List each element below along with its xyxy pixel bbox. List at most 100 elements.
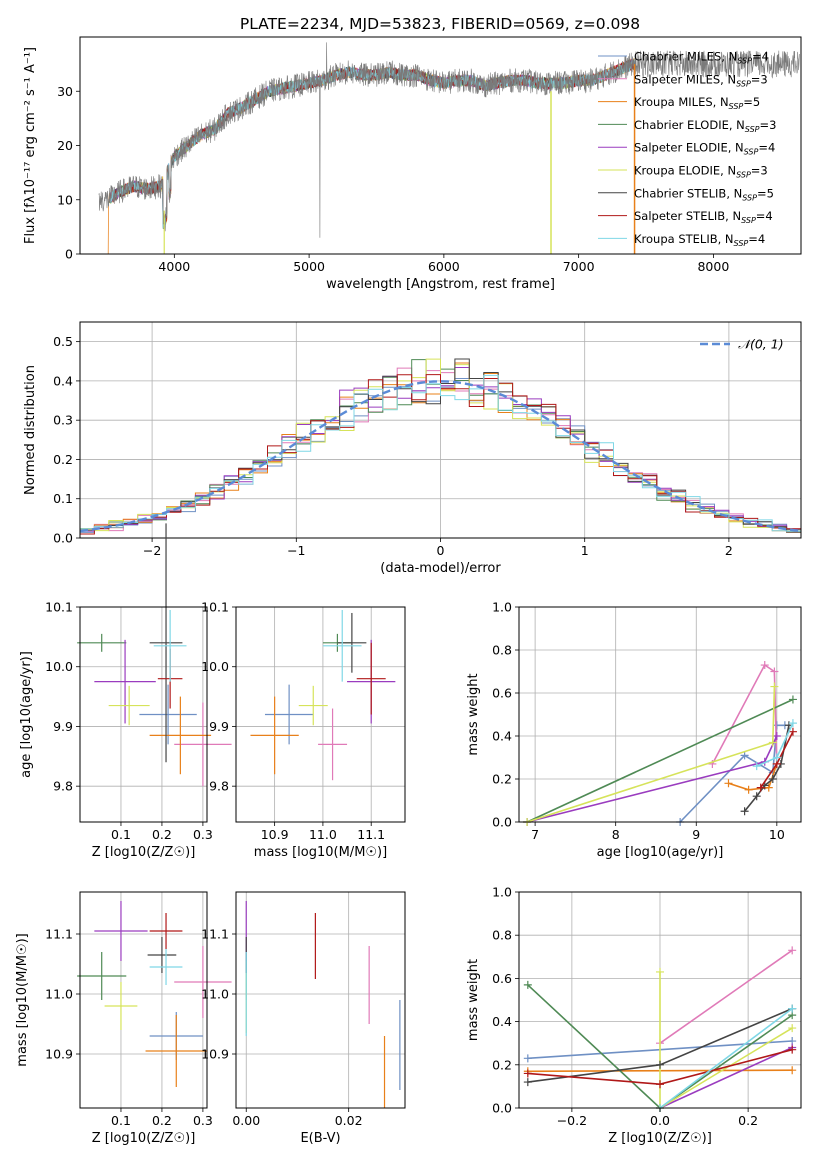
panel-mass-vs-metallicity: 0.1 0.2 0.3 10.9 11.0 11.1 Z [log10(Z/Z☉)] mass…: [15, 891, 232, 1146]
x-tick-label: 10: [769, 827, 785, 842]
data-point-errorbar: [104, 982, 138, 1030]
axes-frame: [79, 321, 802, 539]
data-point-errorbar: [149, 913, 183, 949]
y-tick-label: 0: [65, 247, 73, 262]
y-tick-label: 0.8: [492, 643, 512, 658]
x-tick-label: 9: [692, 827, 700, 842]
y-tick-label: 30: [57, 84, 73, 99]
axes-frame: [79, 891, 208, 1109]
mass-weight-marker: [770, 667, 779, 676]
y-tick-label: 20: [57, 138, 73, 153]
x-tick-label: 2: [725, 543, 733, 558]
y-tick-label: 0.0: [492, 1101, 512, 1116]
mass-weight-marker: [656, 967, 664, 976]
y-tick-label: 11.0: [45, 987, 73, 1002]
mass-weight-line: [526, 698, 794, 823]
mass-weight-marker: [523, 1069, 532, 1078]
x-tick-label: 0.3: [193, 827, 213, 842]
data-point-errorbar: [298, 685, 328, 726]
y-tick-label: 0.5: [53, 334, 73, 349]
plot-area: [245, 901, 401, 1108]
mass-weight-marker: [656, 1080, 664, 1089]
x-tick-label: 0.3: [193, 1113, 213, 1128]
y-tick-label: 10: [57, 192, 73, 207]
legend-subscript: SSP: [737, 57, 752, 66]
mass-weight-marker: [752, 792, 761, 801]
y-tick-label: 10.1: [201, 600, 229, 615]
x-axis-label: Z [log10(Z/Z☉)]: [608, 1131, 712, 1146]
y-tick-label: 0.4: [492, 729, 512, 744]
mass-weight-marker: [744, 785, 753, 794]
legend-nssp-value: =4: [756, 209, 773, 223]
residual-histograms: [80, 358, 801, 535]
y-tick-label: 11.0: [201, 987, 229, 1002]
data-point-errorbar: [94, 639, 156, 724]
mass-weight-marker: [656, 1060, 664, 1069]
mass-weight-marker: [788, 727, 797, 736]
mass-weight-marker: [764, 783, 773, 792]
x-tick-label: 8000: [697, 259, 729, 274]
data-point-errorbar: [77, 952, 127, 1000]
axes-frame: [79, 36, 802, 255]
mass-weight-marker: [788, 1066, 797, 1075]
legend-series-name: Chabrier STELIB, N: [634, 186, 742, 200]
panel-age-vs-mass: 10.9 11.0 11.1 9.8 9.9 10.0 10.1 mass [log10(M/…: [201, 600, 406, 860]
axes-frame: [518, 606, 802, 823]
data-point-errorbar: [356, 642, 386, 715]
legend-series-name: Salpeter STELIB, N: [634, 209, 741, 223]
legend-subscript: SSP: [742, 193, 757, 202]
plot-area: [523, 946, 797, 1112]
panel-spectrum: 4000 5000 6000 7000 8000 0 10 20 30 wavelength [A…: [23, 36, 802, 292]
mass-weight-marker: [788, 719, 797, 728]
normal-curve: [80, 380, 801, 533]
data-point-errorbar: [77, 633, 127, 652]
legend-series-name: Chabrier MILES, N: [634, 50, 737, 64]
mass-weight-line: [659, 1046, 793, 1109]
x-tick-label: 0.2: [152, 1113, 172, 1128]
axes-frame: [518, 891, 802, 1109]
legend-subscript: SSP: [734, 239, 749, 248]
mass-weight-line: [659, 949, 793, 1044]
legend-label: Chabrier ELODIE, NSSP=3: [634, 118, 776, 134]
mass-weight-marker: [768, 738, 777, 747]
y-tick-label: 10.1: [45, 600, 73, 615]
data-point-errorbar: [108, 685, 150, 726]
legend-series-name: Chabrier ELODIE, N: [634, 118, 745, 132]
plot-area: [523, 661, 797, 826]
legend-subscript: SSP: [736, 79, 751, 88]
y-tick-label: 9.9: [53, 719, 73, 734]
data-point-errorbar: [153, 609, 187, 682]
mass-weight-marker: [523, 1078, 532, 1087]
x-axis-label: wavelength [Angstrom, rest frame]: [326, 277, 555, 292]
x-tick-label: −0.2: [557, 1113, 587, 1128]
x-tick-label: 0.2: [738, 1113, 758, 1128]
y-tick-label: 0.4: [53, 373, 73, 388]
legend-label: Salpeter MILES, NSSP=3: [634, 72, 768, 88]
mass-weight-marker: [752, 762, 761, 771]
x-axis-label: Z [log10(Z/Z☉)]: [92, 1131, 196, 1146]
y-axis-label: mass weight: [466, 959, 481, 1041]
data-point-errorbar: [139, 684, 197, 745]
legend-subscript: SSP: [741, 216, 756, 225]
mass-weight-marker: [740, 751, 749, 760]
x-axis-label: E(B-V): [300, 1131, 340, 1146]
legend-label: Kroupa ELODIE, NSSP=3: [634, 164, 768, 180]
y-tick-label: 9.8: [209, 779, 229, 794]
mass-weight-line: [526, 686, 776, 823]
data-point-errorbar: [149, 949, 183, 985]
legend-series-name: Kroupa STELIB, N: [634, 232, 734, 246]
y-tick-label: 9.9: [209, 719, 229, 734]
legend-label: Kroupa MILES, NSSP=5: [634, 95, 760, 111]
mass-weight-marker: [768, 775, 777, 783]
mass-weight-marker: [740, 807, 749, 816]
x-tick-label: 11.0: [309, 827, 337, 842]
y-tick-label: 0.4: [492, 1014, 512, 1029]
x-tick-label: −1: [287, 543, 305, 558]
x-tick-label: 0.02: [335, 1113, 363, 1128]
data-point-errorbar: [94, 901, 148, 961]
y-axis-label: mass [log10(M/M☉)]: [15, 933, 30, 1066]
mass-weight-marker: [788, 1045, 797, 1054]
legend-label: Salpeter STELIB, NSSP=4: [634, 209, 773, 225]
